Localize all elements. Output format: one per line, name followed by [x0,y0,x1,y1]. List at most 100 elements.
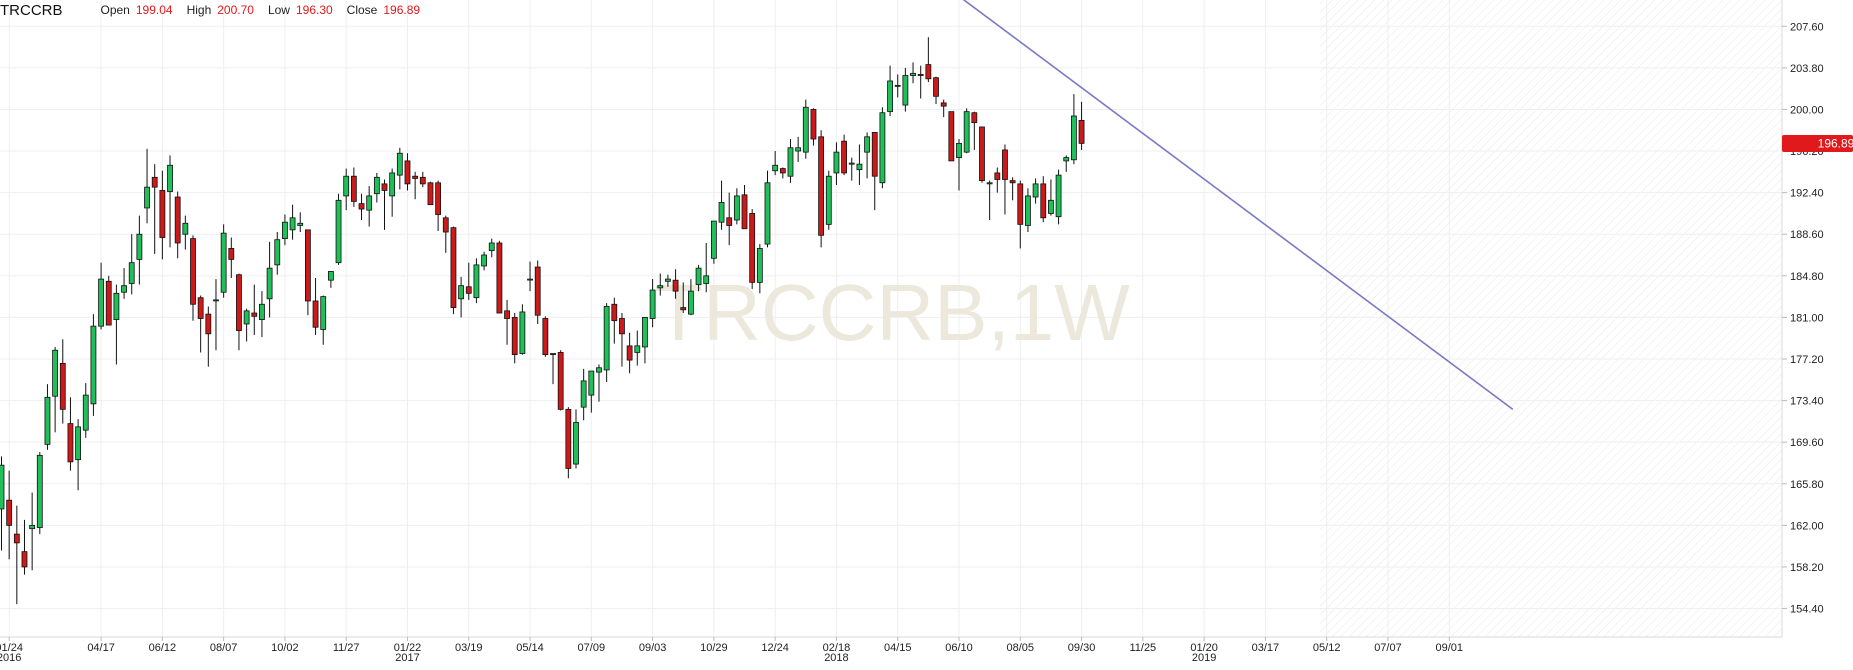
candle[interactable] [948,111,955,162]
candle[interactable] [718,180,725,230]
candle[interactable] [557,350,564,411]
candle[interactable] [1025,188,1031,233]
candle[interactable] [1048,179,1054,216]
candle[interactable] [580,368,587,421]
candle[interactable] [320,295,327,345]
candle[interactable] [986,180,993,220]
candle[interactable] [44,384,51,450]
candle[interactable] [779,167,786,179]
candle[interactable] [450,226,457,315]
candle[interactable] [665,274,671,287]
candle[interactable] [519,304,526,355]
candle[interactable] [427,181,434,206]
candle[interactable] [534,260,541,324]
candle[interactable] [496,240,503,314]
candle[interactable] [1063,155,1070,172]
candle[interactable] [167,155,173,248]
candle[interactable] [956,139,962,191]
candle[interactable] [573,409,579,469]
candle[interactable] [695,264,702,292]
candle[interactable] [940,99,947,118]
candle[interactable] [350,167,357,207]
candle[interactable] [619,313,625,367]
candle[interactable] [36,452,43,535]
candle[interactable] [971,111,978,150]
candle[interactable] [182,215,189,250]
candle[interactable] [1040,176,1047,223]
candle[interactable] [1009,177,1016,201]
candle[interactable] [98,262,104,330]
candle[interactable] [481,251,487,271]
candle[interactable] [358,193,365,220]
candle[interactable] [236,273,242,351]
candle[interactable] [442,215,449,253]
candle[interactable] [289,204,296,240]
candle[interactable] [856,144,863,185]
candle[interactable] [933,76,939,104]
candle[interactable] [879,107,886,189]
candle[interactable] [327,271,334,288]
candle[interactable] [703,242,710,293]
candle[interactable] [741,184,748,230]
candle[interactable] [810,108,817,146]
candle[interactable] [833,142,840,185]
candle[interactable] [304,229,311,316]
candle[interactable] [680,282,687,314]
candle[interactable] [159,170,166,260]
candle[interactable] [588,370,595,413]
candle[interactable] [626,332,633,374]
price-axis[interactable]: 207.60203.80200.00196.20192.40188.60184.… [1782,21,1824,616]
candle[interactable] [527,261,533,292]
candle[interactable] [488,238,495,258]
candle[interactable] [412,171,419,200]
candle[interactable] [0,456,5,551]
candle[interactable] [848,157,855,181]
candle[interactable] [749,209,756,289]
candle[interactable] [75,419,81,491]
candle[interactable] [419,171,426,188]
candle[interactable] [404,153,411,191]
candle[interactable] [113,284,120,365]
candle[interactable] [634,330,641,366]
candle[interactable] [197,295,204,353]
candle[interactable] [795,136,802,162]
candle[interactable] [764,170,771,248]
candle[interactable] [29,492,36,571]
candle[interactable] [121,268,127,299]
candle[interactable] [710,220,717,264]
candle[interactable] [274,232,281,275]
candle[interactable] [603,303,610,382]
candle[interactable] [228,237,235,279]
candle[interactable] [565,407,572,479]
candle[interactable] [82,383,89,438]
candle[interactable] [994,167,1001,193]
candle[interactable] [802,99,809,159]
candle[interactable] [213,279,219,351]
candle[interactable] [366,186,373,227]
candle[interactable] [887,65,893,117]
candle[interactable] [396,147,403,190]
candle[interactable] [649,279,656,328]
candle[interactable] [297,212,304,233]
candle[interactable] [13,505,20,605]
candle[interactable] [90,314,97,416]
candle[interactable] [1017,180,1024,249]
candle[interactable] [733,188,740,225]
candle[interactable] [465,262,472,300]
candle[interactable] [21,519,28,575]
candle[interactable] [1078,101,1085,150]
candle[interactable] [373,172,380,203]
candle[interactable] [52,346,59,433]
candle[interactable] [335,193,342,265]
candle[interactable] [1055,169,1062,225]
candle[interactable] [611,297,618,344]
candle[interactable] [672,269,679,299]
candle[interactable] [343,168,350,211]
candle[interactable] [1071,94,1077,165]
candle[interactable] [550,353,556,385]
candle[interactable] [542,316,549,357]
candle[interactable] [657,273,664,296]
candle[interactable] [841,134,847,176]
candle[interactable] [864,132,870,179]
